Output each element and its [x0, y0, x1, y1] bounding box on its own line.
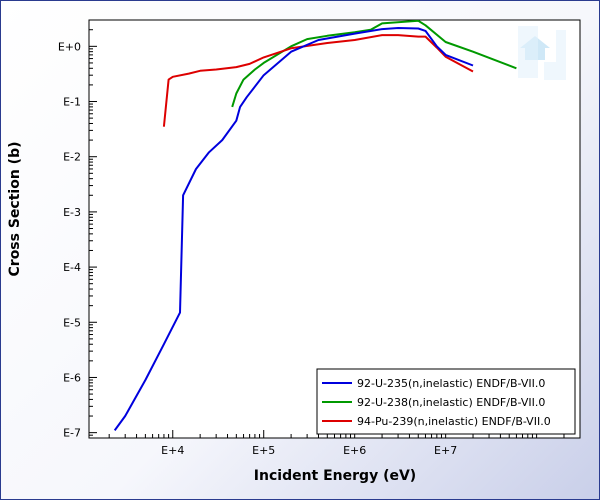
series-line-3	[162, 34, 474, 127]
x-axis-title: Incident Energy (eV)	[254, 468, 416, 484]
y-tick-label: E-4	[63, 261, 81, 274]
y-tick-label: E-6	[63, 371, 81, 384]
x-tick-label: E+5	[252, 444, 275, 457]
series-line-1	[113, 27, 474, 431]
x-tick-label: E+6	[343, 444, 366, 457]
series-line-2	[231, 20, 517, 108]
x-axis: E+4 E+5 E+6 E+7	[108, 430, 581, 457]
home-icon[interactable]	[518, 26, 566, 80]
y-tick-label: E-2	[63, 151, 81, 164]
legend: 92-U-235(n,inelastic) ENDF/B-VII.0 92-U-2…	[316, 368, 576, 435]
y-tick-label: E-1	[63, 96, 81, 109]
legend-label: 92-U-238(n,inelastic) ENDF/B-VII.0	[357, 396, 545, 409]
plot-area	[88, 19, 581, 439]
y-tick-label: E-7	[63, 427, 81, 440]
x-tick-label: E+4	[161, 444, 184, 457]
legend-label: 92-U-235(n,inelastic) ENDF/B-VII.0	[357, 377, 545, 390]
y-tick-label: E+0	[58, 40, 81, 53]
y-axis-title: Cross Section (b)	[7, 142, 23, 277]
series-lines	[113, 20, 517, 431]
y-tick-label: E-3	[63, 206, 81, 219]
y-axis: E+0 E-1 E-2 E-3 E-4 E-5 E-6 E-7	[58, 19, 97, 440]
legend-label: 94-Pu-239(n,inelastic) ENDF/B-VII.0	[357, 415, 551, 428]
x-tick-label: E+7	[434, 444, 457, 457]
y-tick-label: E-5	[63, 316, 81, 329]
